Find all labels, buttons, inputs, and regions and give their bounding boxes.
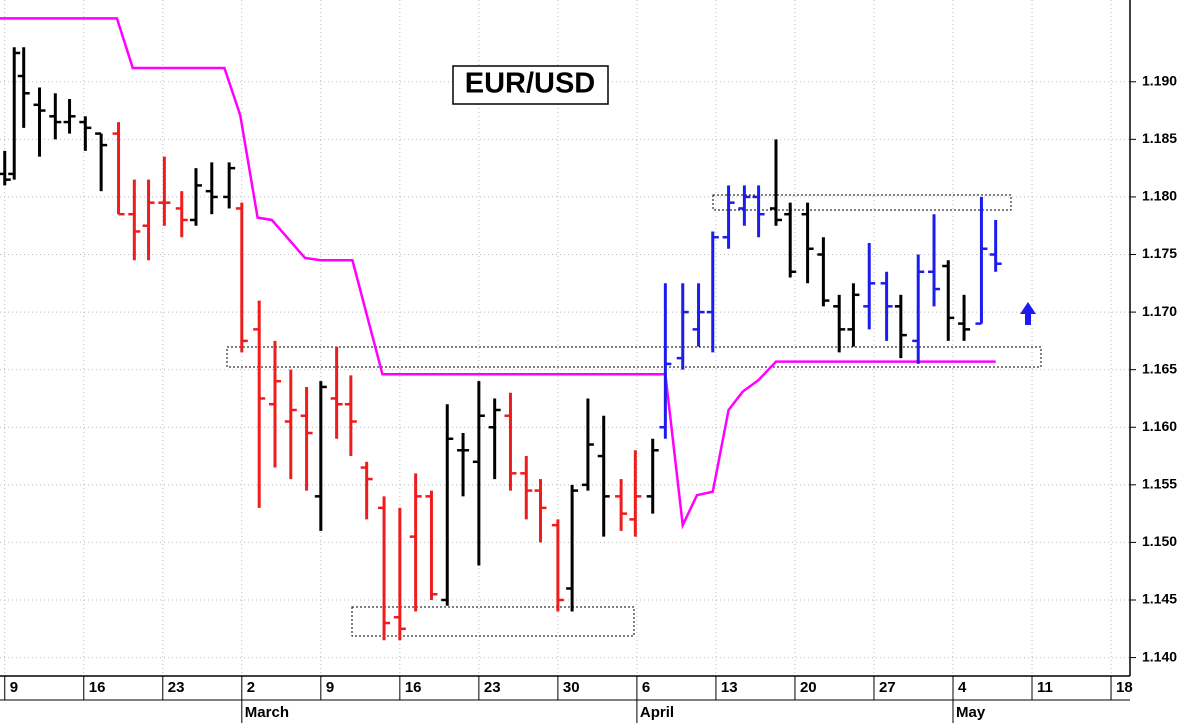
x-tick-label: 4 [958,679,967,696]
month-label: May [956,704,986,721]
x-tick-label: 23 [168,679,185,696]
x-tick-label: 18 [1116,679,1133,696]
y-tick-label: 1.155 [1142,476,1177,492]
y-tick-label: 1.175 [1142,245,1177,261]
y-tick-label: 1.140 [1142,648,1177,664]
x-tick-label: 13 [721,679,738,696]
grid [0,0,1130,676]
resistance-box [712,194,1012,211]
x-tick-label: 11 [1037,679,1053,696]
x-tick-label: 30 [563,679,580,696]
x-tick-label: 16 [89,679,106,696]
stop-line [0,17,996,530]
y-tick-label: 1.185 [1142,130,1177,146]
low-box [351,606,635,637]
up-arrow [1020,302,1036,325]
y-tick-label: 1.165 [1142,360,1177,376]
y-tick-label: 1.160 [1142,418,1177,434]
y-tick-label: 1.190 [1142,72,1177,88]
x-tick-label: 2 [247,679,255,696]
chart-title: EUR/USD [465,68,596,100]
x-tick-label: 9 [10,679,18,696]
y-tick-label: 1.150 [1142,533,1177,549]
x-tick-label: 20 [800,679,817,696]
x-tick-label: 23 [484,679,501,696]
y-tick-label: 1.170 [1142,303,1177,319]
y-tick-label: 1.145 [1142,591,1177,607]
month-label: March [245,704,289,721]
plot [0,17,1002,641]
month-label: April [640,704,674,721]
x-tick-label: 6 [642,679,650,696]
x-tick-label: 27 [879,679,896,696]
y-tick-label: 1.180 [1142,188,1177,204]
x-tick-label: 9 [326,679,334,696]
title-box [452,65,609,105]
x-tick-label: 16 [405,679,422,696]
support-box [226,346,1042,368]
